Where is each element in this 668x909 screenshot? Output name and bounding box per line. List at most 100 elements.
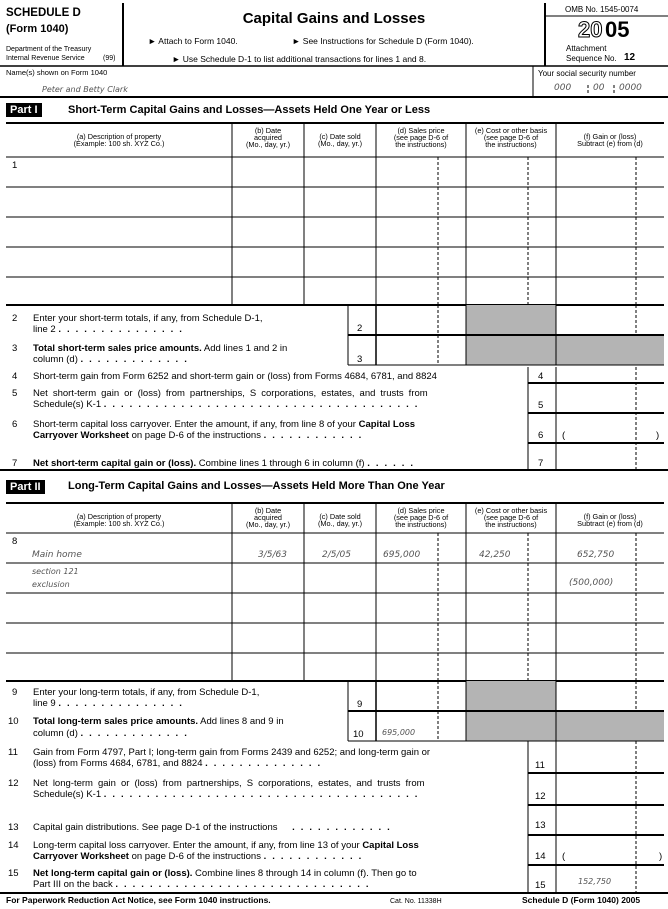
column-header-e: (e) Cost or other basis [474,506,548,515]
line-2-number: 2 [12,313,18,324]
column-header-e: (see page D-6 of [483,513,539,522]
line-4-box-number: 4 [538,371,544,382]
line-3-text: Add lines 1 and 2 in [201,343,288,354]
line-2-text-2: line 2 ............... [33,324,188,335]
column-header-b: (Mo., day, yr.) [245,140,291,149]
line-13-text: Capital gain distributions. See page D-1… [33,822,278,833]
part-1-title: Short-Term Capital Gains and Losses—Asse… [68,104,431,116]
line-5-text: Net short-term gain or (loss) from partn… [33,388,428,399]
line-9-number: 9 [12,687,18,698]
instructions-note: ► See Instructions for Schedule D (Form … [292,36,474,46]
line-12-text-2: Schedule(s) K-1 [33,789,102,800]
sequence-label: Sequence No. [566,54,617,63]
line-4-number: 4 [12,371,18,382]
line-14-open-paren: ( [562,851,566,862]
column-header-f: Subtract (e) from (d) [577,519,643,528]
line-5-number: 5 [12,388,18,399]
column-header-a: (a) Description of property [76,512,162,521]
line-6-bold-2: Carryover Worksheet [33,430,129,441]
attachment-label: Attachment [566,44,607,53]
column-header-b: (b) Date [254,126,282,135]
column-header-c: (Mo., day, yr.) [317,139,363,148]
irs-label: Internal Revenue Service [6,55,85,62]
line-5-text-2: Schedule(s) K-1 [33,399,102,410]
column-header-d: the instructions) [395,140,447,149]
footer-notice: For Paperwork Reduction Act Notice, see … [6,895,271,905]
part-2-label: Part II [6,480,45,494]
line-7-text: Combine lines 1 through 6 in column (f) [196,458,365,469]
column-header-c: (c) Date sold [319,512,361,521]
row-8a-description[interactable]: Main home [32,550,82,560]
column-header-d: (see page D-6 of [393,513,449,522]
column-header-e: the instructions) [485,140,537,149]
column-header-d: the instructions) [395,520,447,529]
dept-label: Department of the Treasury [6,46,92,53]
column-header-f: (f) Gain or (loss) [583,132,637,141]
footer-cat-no: Cat. No. 11338H [390,898,442,905]
line-13-number: 13 [8,822,19,833]
line-8-number: 8 [12,536,18,547]
line-15-number: 15 [8,868,19,879]
line-9-text-2: line 9 [33,698,56,709]
line-3-number: 3 [12,343,18,354]
names-label: Name(s) shown on Form 1040 [6,68,108,77]
line-6-bold: Capital Loss [358,419,416,430]
line-6-open-paren: ( [562,430,566,441]
line-3-bold: Total short-term sales price amounts. [33,343,202,354]
line-15-bold: Net long-term capital gain or (loss). [33,868,193,879]
row-8a-cost-basis[interactable]: 42,250 [479,550,511,560]
code-label: (99) [103,55,116,62]
row-8a-date-acquired[interactable]: 3/5/63 [258,550,287,560]
line-15-box-number: 15 [535,880,546,891]
line-12-text: Net long-term gain or (loss) from partne… [33,778,425,789]
column-header-a: (a) Description of property [76,132,162,141]
row-8a-gain[interactable]: 652,750 [577,550,615,560]
column-header-a: (Example: 100 sh. XYZ Co.) [73,139,165,148]
line-10-value[interactable]: 695,000 [382,728,416,737]
line-6-close-paren: ) [656,430,660,441]
column-header-b: (Mo., day, yr.) [245,520,291,529]
line-7-bold: Net short-term capital gain or (loss). [33,458,197,469]
shaded-cell [466,305,556,335]
line-4-text: Short-term gain from Form 6252 and short… [33,371,437,382]
ssn-part-2[interactable]: 00 [593,83,605,93]
line-13-box-number: 13 [535,820,546,831]
line-15-value[interactable]: 152,750 [578,877,612,886]
row-8b-description[interactable]: section 121 [32,567,79,576]
line-10-box-number: 10 [353,729,364,740]
line-11-number: 11 [8,747,18,758]
column-header-b: acquired [254,513,282,522]
line-2-box-number: 2 [357,323,363,334]
schedule-label: SCHEDULE D [6,7,81,19]
line-3-box-number: 3 [357,354,363,365]
line-9-box-number: 9 [357,699,363,710]
ssn-part-3[interactable]: 0000 [619,83,642,93]
column-header-c: (c) Date sold [319,132,361,141]
column-header-e: the instructions) [485,520,537,529]
part-1-label: Part I [6,103,42,117]
row-8a-sales-price[interactable]: 695,000 [383,550,421,560]
line-12-box-number: 12 [535,791,546,802]
line-14-box-number: 14 [535,851,546,862]
year-outline: 20 [577,17,603,42]
line-10-text-2: column (d) [33,728,78,739]
line-10-number: 10 [8,716,19,727]
line-2-text-b: line 2 [33,324,56,335]
row-8b-description-2[interactable]: exclusion [32,580,70,589]
column-header-e: (e) Cost or other basis [474,126,548,135]
line-5-box-number: 5 [538,400,544,411]
ssn-part-1[interactable]: 000 [554,83,572,93]
names-value[interactable]: Peter and Betty Clark [42,85,128,94]
column-header-b: (b) Date [254,506,282,515]
column-header-d: (d) Sales price [397,506,445,515]
line-14-text: Long-term capital loss carryover. Enter … [33,840,363,851]
line-11-text: Gain from Form 4797, Part I; long-term g… [33,747,431,758]
row-8b-gain[interactable]: (500,000) [569,578,614,588]
line-14-text-2: on page D-6 of the instructions [128,851,261,862]
row-8a-date-sold[interactable]: 2/5/05 [322,550,351,560]
column-header-c: (Mo., day, yr.) [317,519,363,528]
line-11-text-2: (loss) from Forms 4684, 6781, and 8824 [33,758,203,769]
line-3-text-2: column (d) [33,354,78,365]
line-11-box-number: 11 [535,760,545,771]
